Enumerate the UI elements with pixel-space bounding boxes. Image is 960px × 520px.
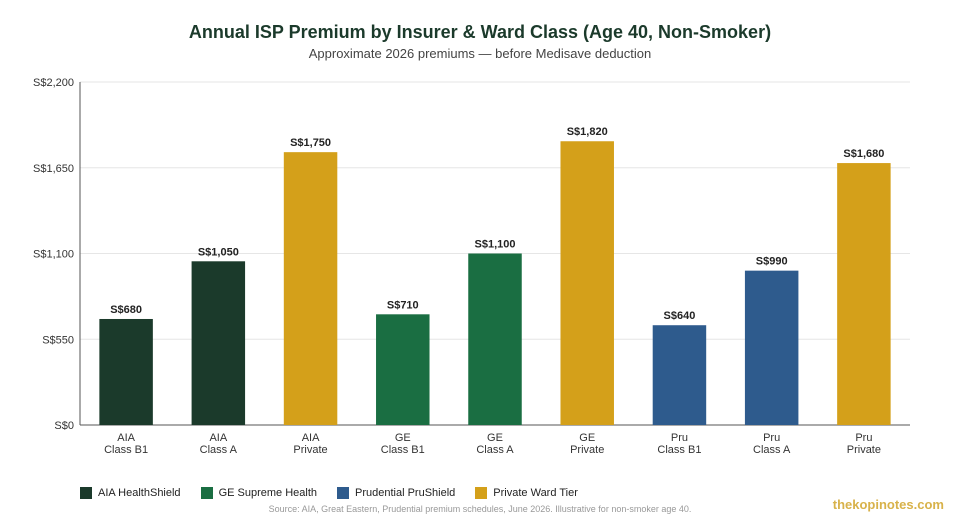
chart-legend: AIA HealthShield GE Supreme Health Prude… (80, 487, 578, 499)
x-tick-label: Class A (753, 444, 791, 456)
x-tick-label: AIA (302, 432, 320, 444)
bar (468, 253, 522, 425)
legend-label-aia: AIA HealthShield (98, 487, 181, 499)
legend-swatch-aia (80, 487, 92, 499)
y-tick-label: S$2,200 (33, 77, 74, 89)
legend-swatch-private (475, 487, 488, 499)
legend-label-ge: GE Supreme Health (218, 487, 317, 499)
legend-swatch-ge (200, 487, 213, 499)
bar-value-label: S$1,050 (198, 246, 239, 258)
x-tick-label: Class B1 (104, 444, 148, 456)
bar (837, 163, 891, 425)
x-tick-label: Private (847, 444, 881, 456)
legend-item-prudential: Prudential PruShield (337, 487, 455, 499)
bar (99, 318, 153, 425)
legend-swatch-prudential (337, 487, 349, 499)
x-tick-label: Pru (671, 432, 688, 444)
bar-value-label: S$640 (664, 310, 696, 322)
y-tick-label: S$550 (42, 334, 74, 346)
y-tick-label: S$1,650 (33, 163, 74, 175)
bar-value-label: S$710 (387, 299, 419, 311)
chart-title: Annual ISP Premium by Insurer & Ward Cla… (188, 22, 772, 42)
bar-value-label: S$990 (756, 256, 788, 268)
site-watermark: thekopinotes.com (832, 497, 944, 512)
source-note: Source: AIA, Great Eastern, Prudential p… (268, 504, 692, 514)
legend-item-private: Private Ward Tier (475, 487, 578, 499)
bar-value-label: S$680 (110, 304, 142, 316)
legend-item-ge: GE Supreme Health (200, 487, 317, 499)
bar (283, 152, 338, 425)
bar (744, 270, 799, 425)
x-tick-label: Private (293, 444, 327, 456)
bar-value-label: S$1,680 (843, 148, 884, 160)
x-tick-label: Pru (763, 432, 780, 444)
y-tick-label: S$0 (54, 420, 74, 432)
legend-label-prudential: Prudential PruShield (355, 487, 456, 499)
bar-value-label: S$1,820 (567, 126, 608, 138)
bar (560, 141, 614, 425)
x-tick-label: Class B1 (657, 444, 701, 456)
bar-value-label: S$1,750 (290, 137, 331, 149)
x-tick-label: Class A (200, 444, 238, 456)
chart-subtitle: Approximate 2026 premiums — before Medis… (308, 46, 652, 61)
bar (376, 314, 430, 425)
legend-label-private: Private Ward Tier (493, 487, 578, 499)
x-tick-label: GE (395, 432, 411, 444)
bar-value-label: S$1,100 (475, 239, 516, 251)
legend-item-aia: AIA HealthShield (80, 487, 181, 499)
x-tick-label: AIA (117, 432, 135, 444)
bar (191, 261, 246, 425)
x-tick-label: GE (579, 432, 595, 444)
x-tick-label: GE (487, 432, 503, 444)
y-tick-label: S$1,100 (33, 249, 74, 261)
x-tick-label: Class A (476, 444, 514, 456)
x-tick-label: Private (570, 444, 604, 456)
x-tick-label: AIA (209, 432, 227, 444)
x-tick-label: Pru (855, 432, 872, 444)
x-tick-label: Class B1 (381, 444, 425, 456)
bar (652, 325, 707, 425)
